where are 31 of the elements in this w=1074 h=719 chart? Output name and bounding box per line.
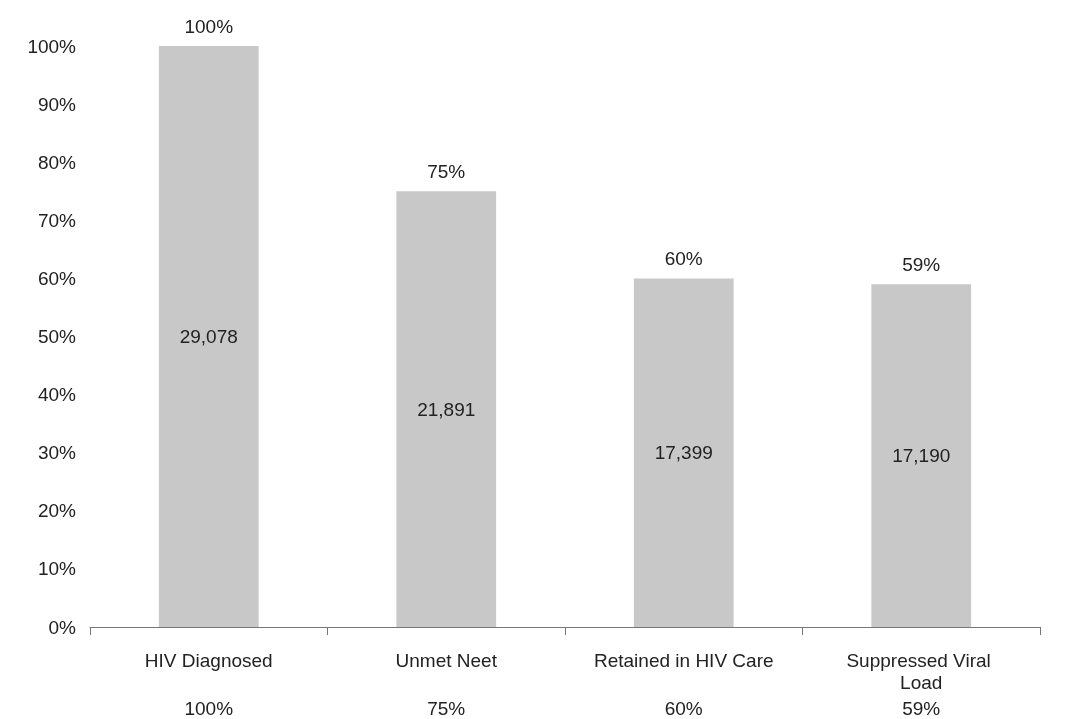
data-label: 100% <box>184 698 234 719</box>
bar <box>396 191 497 627</box>
annotation: 17,399 <box>654 442 713 464</box>
data-label: 59% <box>902 698 941 719</box>
text: 75% <box>427 161 466 183</box>
bar <box>158 46 259 627</box>
y-tick-label: 70% <box>37 209 77 231</box>
annotation: 17,190 <box>892 445 951 467</box>
text: 59% <box>902 254 941 276</box>
x-tick-label: Unmet Neet <box>395 649 498 671</box>
y-tick-label: 60% <box>37 267 77 289</box>
y-tick-label: 90% <box>37 93 77 115</box>
x-tick-label: Suppressed Viral Load <box>846 649 997 693</box>
y-tick-label: 10% <box>37 558 77 580</box>
y-tick-label: 50% <box>37 326 77 347</box>
y-tick-label: 20% <box>37 500 77 522</box>
x-tick-label: Retained in HIV Care <box>593 649 774 671</box>
text: 60% <box>664 248 703 270</box>
y-tick-label: 0% <box>48 616 77 638</box>
y-tick-label: 30% <box>37 442 77 464</box>
bar <box>633 278 734 627</box>
data-label: 60% <box>664 698 703 719</box>
annotation: 21,891 <box>417 398 476 420</box>
y-tick-label: 100% <box>27 35 77 57</box>
y-tick-label: 80% <box>37 151 77 173</box>
text: 100% <box>184 16 234 37</box>
annotation: 29,078 <box>179 326 238 347</box>
data-label: 75% <box>427 698 466 719</box>
bar <box>871 284 972 627</box>
y-tick-label: 40% <box>37 384 77 406</box>
x-tick-label: HIV Diagnosed <box>144 649 273 671</box>
